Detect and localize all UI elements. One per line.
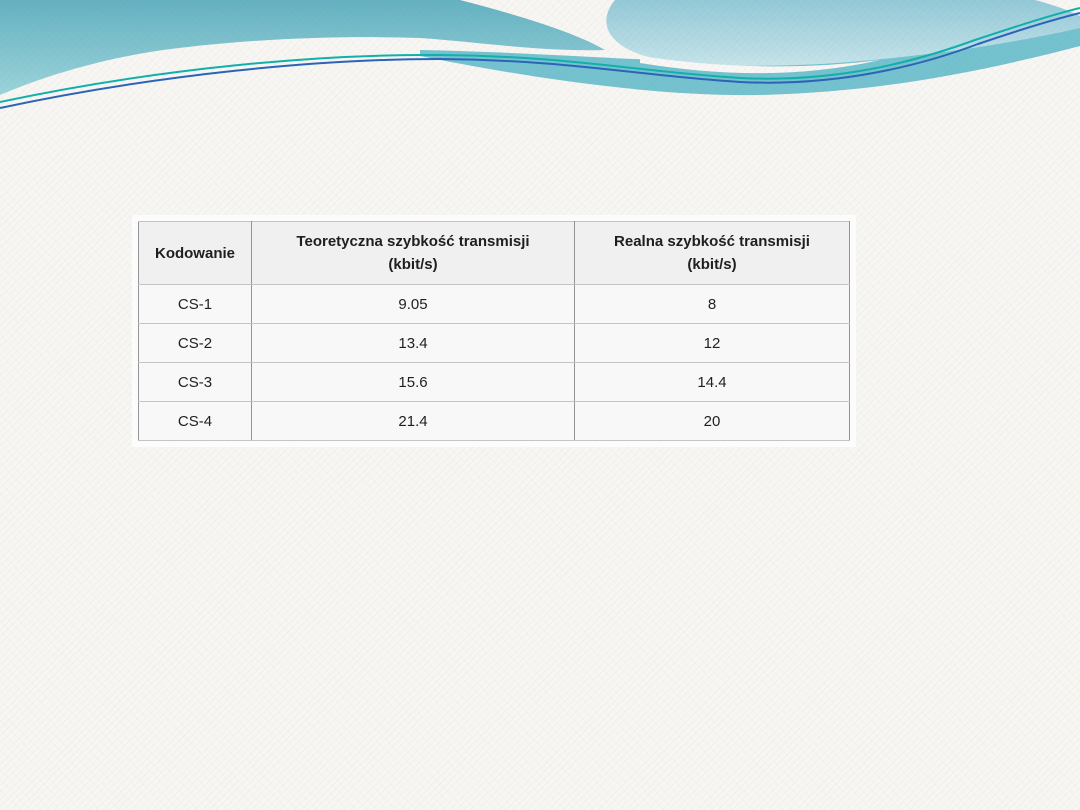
wave-band-shape [420,20,1080,96]
header-label-line1: Teoretyczna szybkość transmisji [296,233,530,250]
header-label: Kodowanie [154,244,235,262]
cell-theoretical: 21.4 [251,401,575,441]
header-cell-real: Realna szybkość transmisji (kbit/s) [574,221,850,285]
cell-coding: CS-1 [138,284,252,324]
table-row: CS-2 13.4 12 [138,323,850,363]
cell-real: 20 [574,401,850,441]
wave-line-teal [0,7,1080,103]
cell-theoretical: 9.05 [251,284,575,324]
table-row: CS-4 21.4 20 [138,401,850,441]
cell-theoretical: 15.6 [251,362,575,402]
header-cell-coding: Kodowanie [138,221,252,285]
cell-coding: CS-4 [138,401,252,441]
cell-theoretical: 13.4 [251,323,575,363]
wave-main-shape [0,0,605,95]
transmission-table: Kodowanie Teoretyczna szybkość transmisj… [138,221,850,441]
table-row: CS-3 15.6 14.4 [138,362,850,402]
wave-white-sliver [640,56,880,74]
table-header-row: Kodowanie Teoretyczna szybkość transmisj… [138,221,850,285]
cell-coding: CS-2 [138,323,252,363]
cell-coding: CS-3 [138,362,252,402]
wave-line-blue [0,12,1080,109]
table-image-wrapper: Kodowanie Teoretyczna szybkość transmisj… [132,215,856,447]
cell-real: 8 [574,284,850,324]
header-label-line2: (kbit/s) [388,256,438,273]
header-label-line2: (kbit/s) [687,256,737,273]
table-row: CS-1 9.05 8 [138,284,850,324]
header-cell-theoretical: Teoretyczna szybkość transmisji (kbit/s) [251,221,575,285]
header-wave-decoration [0,0,1080,109]
cell-real: 12 [574,323,850,363]
cell-real: 14.4 [574,362,850,402]
header-label-line1: Realna szybkość transmisji [614,233,810,250]
